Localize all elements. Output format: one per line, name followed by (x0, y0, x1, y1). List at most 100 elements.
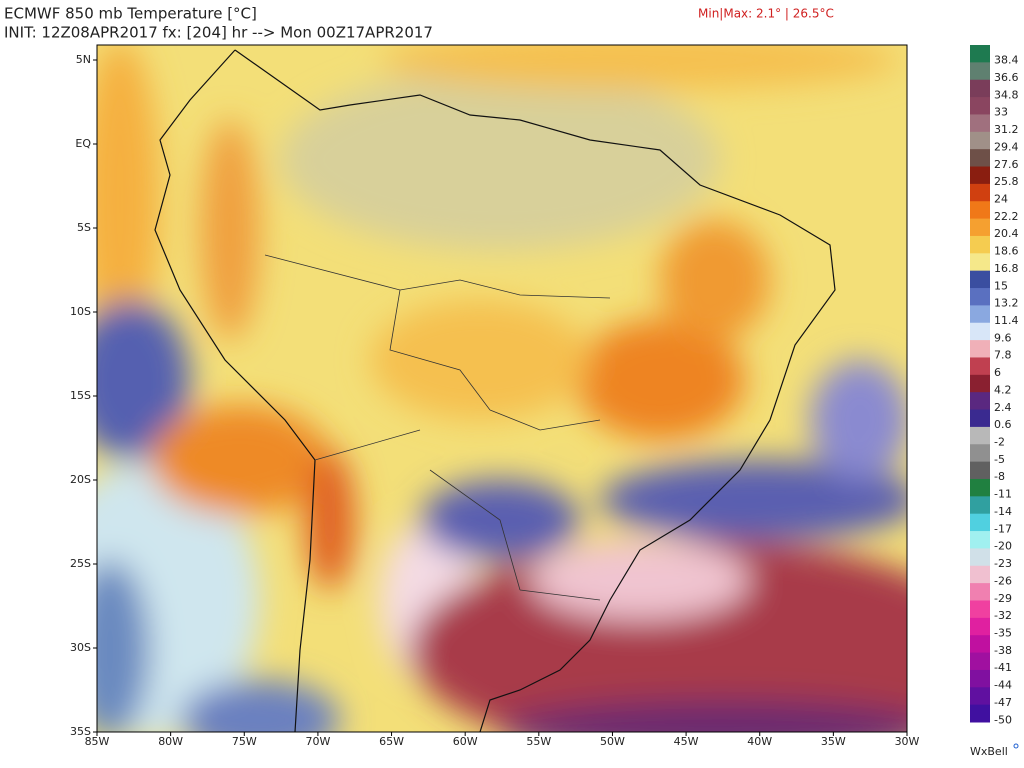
colorbar-swatch (970, 669, 990, 688)
map-title: ECMWF 850 mb Temperature [°C] (4, 5, 257, 23)
lon-label: 75W (232, 735, 257, 748)
lon-label: 70W (305, 735, 330, 748)
colorbar-label: -50 (994, 713, 1012, 726)
lon-label: 65W (379, 735, 404, 748)
colorbar-swatch (970, 97, 990, 115)
colorbar-swatch (970, 583, 990, 601)
colorbar-swatch (970, 531, 990, 549)
colorbar-swatch (970, 288, 990, 306)
lon-label: 85W (85, 735, 110, 748)
map-frame (96, 44, 908, 733)
colorbar-label: -17 (994, 522, 1012, 535)
min-max: Min|Max: 2.1° | 26.5°C (698, 7, 834, 21)
colorbar-swatch (970, 357, 990, 376)
colorbar-swatch (970, 114, 990, 133)
colorbar-swatch (970, 409, 990, 428)
colorbar-label: 27.6 (994, 158, 1019, 171)
init-line: INIT: 12Z08APR2017 fx: [204] hr --> Mon … (4, 24, 433, 42)
colorbar-label: -23 (994, 557, 1012, 570)
colorbar-label: 33 (994, 106, 1008, 119)
colorbar-swatch (970, 565, 990, 584)
colorbar-label: 6 (994, 366, 1001, 379)
lon-label: 60W (453, 735, 478, 748)
colorbar-swatch (970, 322, 990, 341)
colorbar-swatch (970, 235, 990, 254)
colorbar-label: 20.4 (994, 227, 1019, 240)
colorbar-label: -38 (994, 644, 1012, 657)
colorbar-swatch (970, 444, 990, 463)
colorbar-swatch (970, 201, 990, 220)
colorbar-swatch (970, 131, 990, 150)
colorbar-swatch (970, 374, 990, 393)
lon-label: 55W (526, 735, 551, 748)
colorbar-swatch (970, 45, 990, 63)
colorbar-swatch (970, 305, 990, 324)
colorbar-label: 38.4 (994, 54, 1019, 67)
lat-label: EQ (75, 137, 91, 150)
colorbar-swatch (970, 617, 990, 636)
borders (264, 254, 611, 601)
colorbar-label: 34.8 (994, 88, 1019, 101)
colorbar-swatch (970, 62, 990, 81)
colorbar-swatch (970, 478, 990, 497)
colorbar-swatch (970, 183, 990, 202)
colorbar-label: 13.2 (994, 297, 1019, 310)
colorbar-label: -35 (994, 626, 1012, 639)
colorbar-label: 29.4 (994, 140, 1019, 153)
colorbar-label: 11.4 (994, 314, 1019, 327)
lat-label: 35S (70, 725, 91, 738)
colorbar-swatch (970, 149, 990, 168)
brand-mark (1013, 743, 1019, 749)
colorbar-label: 24 (994, 192, 1008, 205)
lat-label: 30S (70, 641, 91, 654)
colorbar-label: 22.2 (994, 210, 1019, 223)
lat-label: 15S (70, 389, 91, 402)
lon-label: 35W (821, 735, 846, 748)
colorbar-label: -14 (994, 505, 1012, 518)
colorbar-swatch (970, 496, 990, 515)
lat-label: 5N (76, 53, 91, 66)
lon-label: 80W (158, 735, 183, 748)
colorbar-swatch (970, 635, 990, 654)
lon-label: 30W (895, 735, 920, 748)
colorbar-swatch (970, 461, 990, 480)
colorbar-label: 25.8 (994, 175, 1019, 188)
lat-label: 20S (70, 473, 91, 486)
lat-label: 5S (77, 221, 91, 234)
colorbar-label: -29 (994, 592, 1012, 605)
colorbar-label: 16.8 (994, 262, 1019, 275)
colorbar-label: -2 (994, 436, 1005, 449)
colorbar-swatch (970, 704, 990, 723)
colorbar-swatch (970, 652, 990, 671)
colorbar-swatch (970, 687, 990, 706)
colorbar-swatch (970, 340, 990, 358)
colorbar-swatch (970, 253, 990, 272)
colorbar-label: -11 (994, 488, 1012, 501)
colorbar-swatch (970, 79, 990, 98)
colorbar-label: -44 (994, 679, 1012, 692)
brand: WxBell (970, 745, 1008, 758)
colorbar-swatch (970, 600, 990, 619)
lon-label: 40W (747, 735, 772, 748)
colorbar-label: 2.4 (994, 401, 1012, 414)
colorbar-swatch (970, 548, 990, 567)
colorbar-swatch (970, 218, 990, 237)
colorbar-swatch (970, 392, 990, 411)
colorbar-label: -26 (994, 574, 1012, 587)
colorbar-swatch (970, 166, 990, 185)
colorbar-label: -41 (994, 661, 1012, 674)
colorbar-label: 36.6 (994, 71, 1019, 84)
colorbar-label: 0.6 (994, 418, 1012, 431)
colorbar-label: 15 (994, 279, 1008, 292)
colorbar-label: -47 (994, 696, 1012, 709)
lon-label: 50W (600, 735, 625, 748)
lat-label: 10S (70, 305, 91, 318)
colorbar-label: -5 (994, 453, 1005, 466)
colorbar: 38.4 36.6 34.8 33 31.2 29.4 27.6 25.8 24 22.2 20.4… (970, 45, 1019, 726)
lon-label: 45W (674, 735, 699, 748)
colorbar-label: -8 (994, 470, 1005, 483)
colorbar-label: 7.8 (994, 349, 1012, 362)
colorbar-label: -20 (994, 540, 1012, 553)
map-field (97, 45, 907, 732)
